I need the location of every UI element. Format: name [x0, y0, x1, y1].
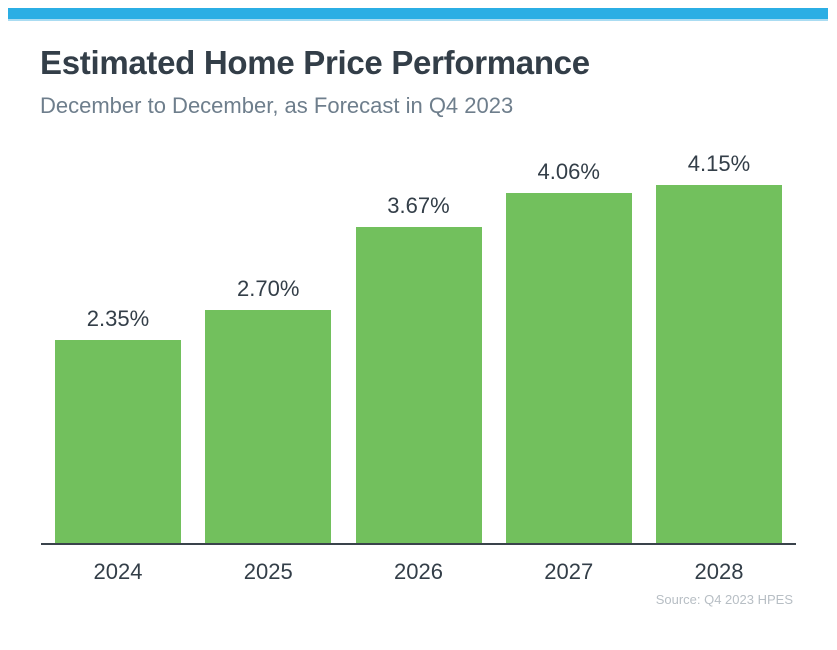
bar-value-label: 4.15% — [687, 151, 751, 176]
bar-value-label: 2.35% — [86, 306, 150, 331]
bar-slot: 2.35% — [55, 306, 181, 543]
bar — [656, 185, 782, 543]
bar-slot: 4.15% — [656, 151, 782, 543]
x-tick-label: 2028 — [694, 559, 744, 584]
top-accent-bar — [8, 8, 828, 21]
bar — [505, 193, 632, 543]
chart-title: Estimated Home Price Performance — [40, 44, 590, 81]
x-tick-label: 2024 — [93, 559, 143, 584]
bar — [205, 310, 332, 543]
bar-value-label: 3.67% — [387, 193, 450, 218]
x-tick-label: 2027 — [544, 559, 594, 584]
bar-slot: 3.67% — [355, 193, 482, 543]
x-tick-label: 2025 — [243, 559, 293, 584]
x-axis-labels: 2024 2025 2026 2027 2028 — [41, 559, 796, 585]
bar-value-label: 4.06% — [537, 159, 600, 184]
bar — [55, 340, 181, 543]
x-axis-line — [41, 543, 796, 545]
bar-slot: 4.06% — [505, 159, 632, 543]
x-tick-label: 2026 — [394, 559, 443, 584]
bar-value-label: 2.70% — [237, 276, 300, 301]
plot-area: 2.35% 2.70% 3.67% 4.06% 4.15% — [41, 138, 796, 543]
bar-chart: 2.35% 2.70% 3.67% 4.06% 4.15% 2024 2025 2026 20… — [41, 138, 796, 585]
source-caption: Source: Q4 2023 HPES — [655, 592, 793, 607]
bar — [355, 227, 482, 543]
bar-slot: 2.70% — [205, 276, 332, 543]
chart-subtitle: December to December, as Forecast in Q4 … — [40, 93, 514, 118]
